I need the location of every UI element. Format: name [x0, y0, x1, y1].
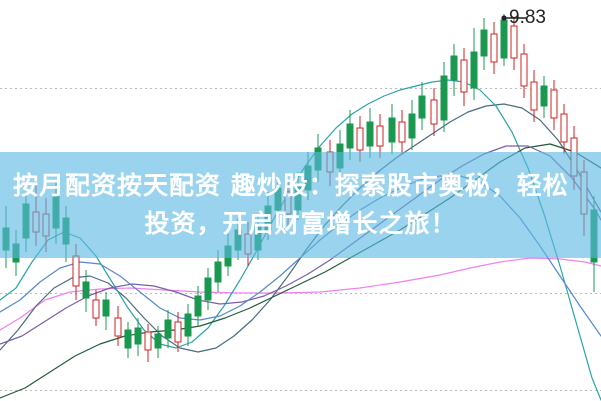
price-marker	[501, 15, 526, 21]
price-label: 9.83	[509, 7, 546, 28]
promo-text-block: 按月配资按天配资 趣炒股：探索股市奥秘，轻松 投资，开启财富增长之旅！	[0, 152, 601, 258]
promo-line-1: 按月配资按天配资 趣炒股：探索股市奥秘，轻松	[13, 171, 569, 200]
promo-line-2: 投资，开启财富增长之旅！	[144, 209, 457, 238]
gridlines	[0, 88, 601, 391]
